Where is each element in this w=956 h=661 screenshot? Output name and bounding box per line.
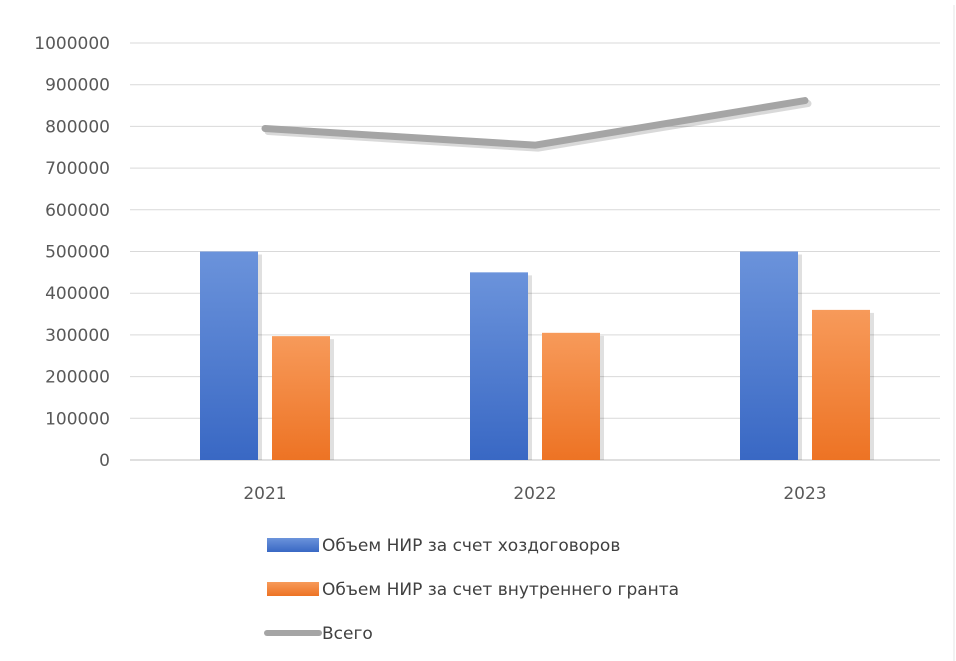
y-tick-label: 400000: [45, 284, 110, 304]
legend-label: Объем НИР за счет хоздоговоров: [322, 536, 620, 556]
series-line: [261, 97, 809, 149]
legend-swatch: [267, 538, 319, 552]
y-tick-label: 100000: [45, 409, 110, 429]
x-tick-label: 2023: [783, 484, 826, 504]
x-tick-label: 2022: [513, 484, 556, 504]
bar: [542, 332, 600, 460]
y-tick-label: 1000000: [34, 34, 110, 54]
bar: [200, 251, 258, 460]
y-tick-label: 200000: [45, 368, 110, 388]
legend-swatch: [267, 582, 319, 596]
legend-label: Всего: [322, 624, 373, 644]
y-tick-label: 700000: [45, 159, 110, 179]
y-tick-label: 0: [99, 451, 110, 471]
y-tick-label: 500000: [45, 243, 110, 263]
bar: [470, 272, 528, 460]
x-tick-label: 2021: [243, 484, 286, 504]
y-tick-label: 900000: [45, 76, 110, 96]
bar: [812, 309, 870, 460]
y-tick-label: 300000: [45, 326, 110, 346]
legend-label: Объем НИР за счет внутреннего гранта: [322, 580, 679, 600]
bar: [272, 336, 330, 460]
y-tick-label: 600000: [45, 201, 110, 221]
y-tick-label: 800000: [45, 117, 110, 137]
bar: [740, 251, 798, 460]
